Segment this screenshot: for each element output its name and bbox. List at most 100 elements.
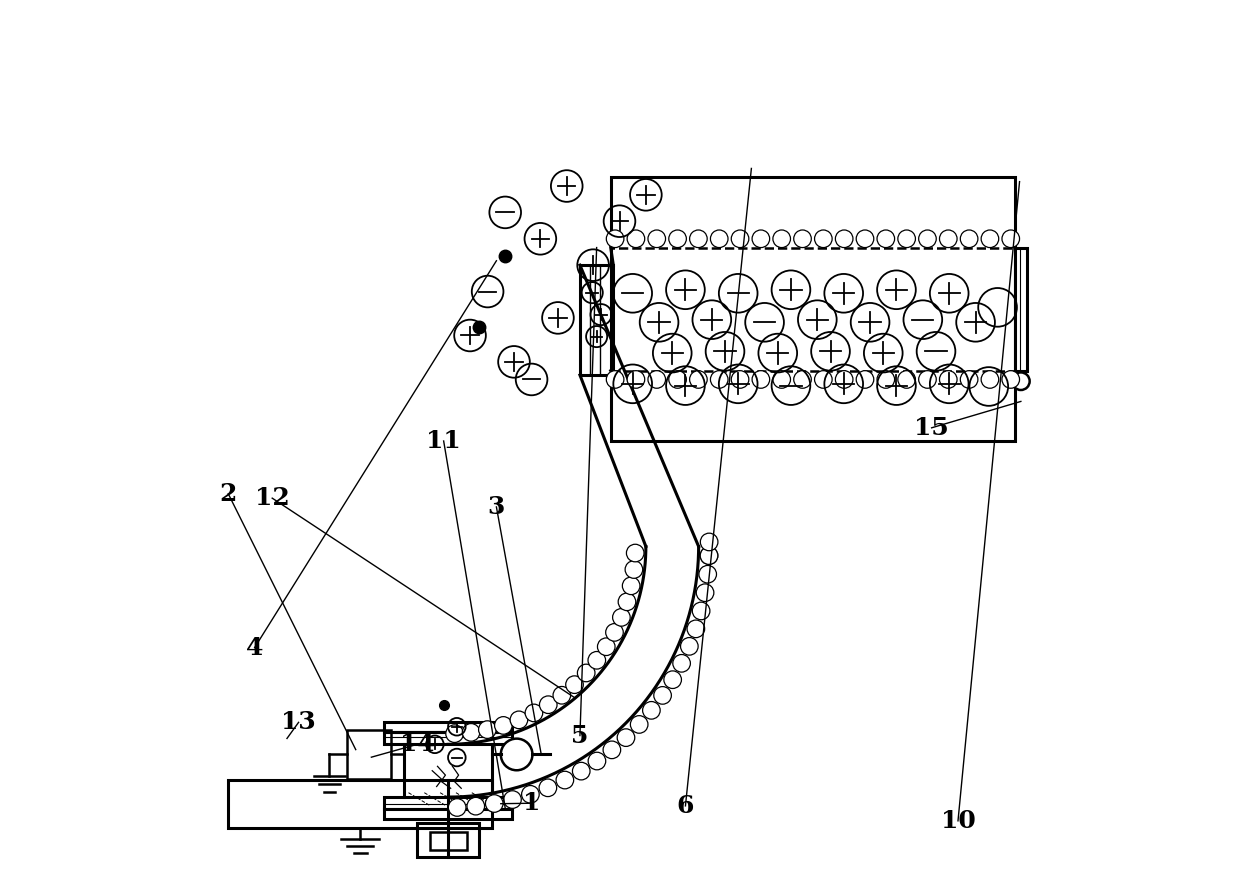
Circle shape <box>877 230 895 248</box>
Circle shape <box>690 370 707 388</box>
Text: 11: 11 <box>426 429 461 453</box>
Circle shape <box>699 565 716 583</box>
Circle shape <box>669 230 686 248</box>
Circle shape <box>617 729 634 746</box>
Circle shape <box>794 230 812 248</box>
Bar <box>347 730 390 779</box>
Circle shape <box>494 717 512 734</box>
Bar <box>611 248 1015 370</box>
Circle shape <box>898 370 916 388</box>
Circle shape <box>501 738 533 770</box>
Text: 10: 10 <box>940 809 975 833</box>
Text: 1: 1 <box>523 791 540 815</box>
Circle shape <box>669 370 686 388</box>
Circle shape <box>556 771 574 789</box>
Circle shape <box>449 799 466 816</box>
Circle shape <box>856 370 873 388</box>
Circle shape <box>960 370 978 388</box>
Circle shape <box>690 230 707 248</box>
Circle shape <box>877 370 895 388</box>
Circle shape <box>688 620 705 638</box>
Bar <box>1015 248 1027 370</box>
Text: 2: 2 <box>219 482 237 505</box>
Circle shape <box>618 593 636 610</box>
Text: 5: 5 <box>571 723 589 748</box>
Circle shape <box>939 230 957 248</box>
Circle shape <box>589 652 606 669</box>
Circle shape <box>606 370 624 388</box>
Circle shape <box>1002 230 1020 248</box>
Circle shape <box>814 370 833 388</box>
Circle shape <box>814 230 833 248</box>
Circle shape <box>478 721 496 738</box>
Circle shape <box>673 654 690 672</box>
Circle shape <box>572 762 590 780</box>
Circle shape <box>773 230 790 248</box>
Text: 15: 15 <box>914 415 949 440</box>
Text: 13: 13 <box>281 710 316 735</box>
Circle shape <box>566 676 584 693</box>
Text: 3: 3 <box>488 495 506 519</box>
Circle shape <box>835 230 852 248</box>
Circle shape <box>835 370 852 388</box>
Circle shape <box>446 725 463 743</box>
Circle shape <box>612 609 631 626</box>
Circle shape <box>939 370 957 388</box>
Circle shape <box>794 370 812 388</box>
Circle shape <box>700 547 717 564</box>
Circle shape <box>648 370 665 388</box>
Circle shape <box>627 230 644 248</box>
Text: 6: 6 <box>676 794 694 818</box>
Circle shape <box>752 370 769 388</box>
Circle shape <box>696 584 714 602</box>
Circle shape <box>626 561 643 579</box>
Circle shape <box>918 230 937 248</box>
Bar <box>384 797 512 809</box>
Circle shape <box>631 715 648 733</box>
Circle shape <box>606 624 623 641</box>
Bar <box>384 732 512 744</box>
Circle shape <box>693 602 710 620</box>
Circle shape <box>486 795 503 812</box>
Circle shape <box>467 797 484 815</box>
Circle shape <box>627 544 644 562</box>
Bar <box>611 177 1015 441</box>
Bar <box>384 809 512 819</box>
Bar <box>384 722 512 732</box>
Circle shape <box>1002 370 1020 388</box>
Circle shape <box>700 533 717 550</box>
Circle shape <box>622 577 641 594</box>
Circle shape <box>960 230 978 248</box>
Circle shape <box>731 230 748 248</box>
Circle shape <box>522 786 539 804</box>
Circle shape <box>589 752 606 770</box>
Circle shape <box>981 230 999 248</box>
Circle shape <box>627 370 644 388</box>
Circle shape <box>603 741 621 759</box>
Text: 14: 14 <box>400 732 435 757</box>
Circle shape <box>525 704 543 721</box>
Circle shape <box>710 230 729 248</box>
Text: 12: 12 <box>255 486 290 510</box>
Bar <box>430 832 467 850</box>
Circle shape <box>510 711 528 729</box>
Circle shape <box>680 638 698 655</box>
Circle shape <box>981 370 999 388</box>
Circle shape <box>1012 372 1030 390</box>
Circle shape <box>577 664 595 682</box>
Circle shape <box>898 230 916 248</box>
Circle shape <box>462 723 479 741</box>
Circle shape <box>731 370 748 388</box>
Circle shape <box>752 230 769 248</box>
Circle shape <box>553 686 571 704</box>
Text: 4: 4 <box>245 636 264 660</box>
Bar <box>228 780 492 828</box>
Circle shape <box>504 791 522 809</box>
Circle shape <box>643 701 660 719</box>
Circle shape <box>700 547 717 564</box>
Circle shape <box>918 370 937 388</box>
Circle shape <box>654 686 672 704</box>
Circle shape <box>856 230 873 248</box>
Circle shape <box>606 230 624 248</box>
Circle shape <box>710 370 729 388</box>
